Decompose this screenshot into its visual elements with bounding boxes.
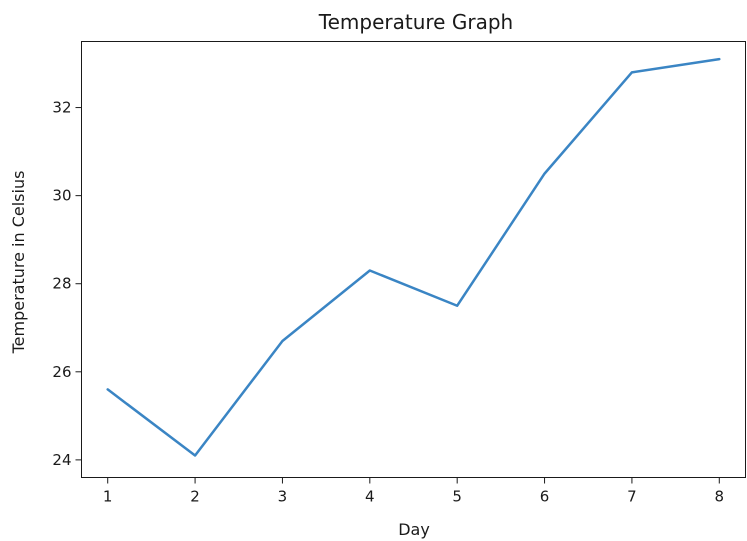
x-tick-label: 6	[540, 488, 550, 506]
x-tick-label: 2	[190, 488, 200, 506]
y-tick-label: 32	[52, 99, 71, 117]
y-tick-label: 26	[52, 363, 71, 381]
x-tick-label: 7	[627, 488, 637, 506]
series-group	[106, 57, 721, 457]
x-tick-label: 4	[365, 488, 375, 506]
y-tick-label: 28	[52, 275, 71, 293]
y-axis: 24 26 28 30 32	[52, 99, 82, 469]
x-tick-label: 5	[452, 488, 462, 506]
plot-frame	[81, 41, 746, 478]
y-tick-label: 30	[52, 187, 71, 205]
x-axis: 1 2 3 4 5 6 7 8	[103, 477, 725, 506]
y-axis-label: Temperature in Celsius	[9, 171, 28, 355]
x-tick-label: 3	[278, 488, 288, 506]
chart-title: Temperature Graph	[318, 10, 513, 34]
x-tick-label: 1	[103, 488, 113, 506]
x-axis-label: Day	[398, 520, 430, 539]
series-line	[106, 57, 721, 457]
x-tick-label: 8	[715, 488, 725, 506]
y-tick-label: 24	[52, 451, 71, 469]
